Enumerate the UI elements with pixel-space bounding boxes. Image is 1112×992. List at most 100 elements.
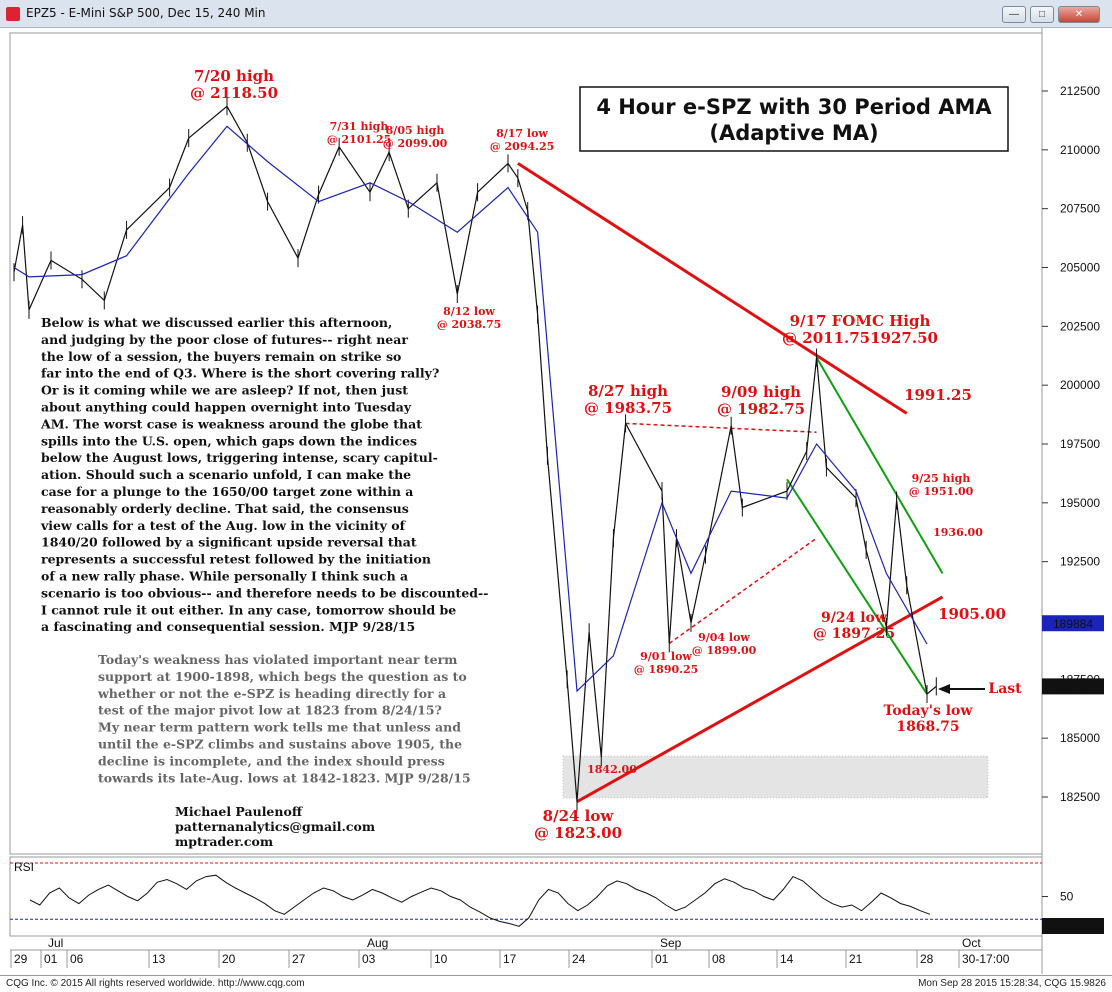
- annotation-label: 9/01 low: [640, 650, 692, 663]
- chart-subtitle: (Adaptive MA): [709, 121, 878, 145]
- y-tick-label: 197500: [1060, 437, 1100, 451]
- y-tick-label: 207500: [1060, 202, 1100, 216]
- commentary-line: AM. The worst case is weakness around th…: [40, 416, 422, 431]
- ama-line: [13, 125, 928, 693]
- commentary-line: spills into the U.S. open, which gaps do…: [41, 433, 417, 448]
- rsi-line: [29, 874, 931, 927]
- x-tick-label: 28: [920, 952, 934, 966]
- x-tick-label: 17: [503, 952, 517, 966]
- trendline-rising-support: [576, 595, 944, 804]
- dashed-pattern-line: [625, 422, 817, 433]
- commentary2-line: towards its late-Aug. lows at 1842-1823.…: [98, 770, 471, 785]
- commentary-line: case for a plunge to the 1650/00 target …: [41, 484, 413, 499]
- trendline-upper-channel: [815, 357, 944, 574]
- price-line: [13, 105, 937, 802]
- annotation-label: 9/09 high: [721, 383, 801, 401]
- x-month-label: Oct: [962, 936, 981, 950]
- x-tick-label: 30-17:00: [962, 952, 1010, 966]
- signature-line: Michael Paulenoff: [175, 804, 303, 819]
- x-month-label: Sep: [660, 936, 682, 950]
- title-box: [579, 86, 1009, 152]
- annotation-label: Last: [988, 681, 1022, 697]
- x-tick-label: 20: [222, 952, 236, 966]
- annotation-value: 1868.75: [896, 719, 959, 735]
- x-axis: Jul Aug Sep Oct 29 01 06 13 20 27 03 10 17 24 01 08 14 21…: [10, 935, 1042, 968]
- commentary-line: the low of a session, the buyers remain …: [41, 349, 401, 364]
- x-tick-label: 08: [712, 952, 726, 966]
- annotation-value: @ 2011.751927.50: [782, 329, 938, 347]
- y-tick-label: 212500: [1060, 84, 1100, 98]
- annotation-label: 1991.25: [904, 386, 972, 404]
- annotation-label: 8/17 low: [496, 127, 548, 140]
- annotation-value: @ 2118.50: [190, 84, 278, 102]
- y-tick-label: 182500: [1060, 790, 1100, 804]
- annotation-label: 8/27 high: [588, 382, 668, 400]
- y-tick-label: 202500: [1060, 319, 1100, 333]
- y-tick-label: 195000: [1060, 496, 1100, 510]
- commentary-line: far into the end of Q3. Where is the sho…: [41, 366, 439, 381]
- annotation-value: @ 1899.00: [692, 644, 757, 657]
- annotation-value: @ 2038.75: [437, 318, 502, 331]
- annotations: 7/20 high@ 2118.50 7/31 high@ 2101.258/05…: [190, 67, 1022, 842]
- annotation-value: @ 1983.75: [584, 399, 672, 417]
- x-tick-label: 13: [152, 952, 166, 966]
- trendline-lower-channel: [786, 478, 928, 695]
- ama-series: [13, 125, 928, 693]
- commentary-line: scenario is too obvious-- and therefore …: [41, 585, 488, 600]
- close-button[interactable]: ✕: [1058, 6, 1100, 23]
- price-series: [13, 97, 937, 811]
- x-month-label: Jul: [48, 936, 63, 950]
- x-tick-label: 29: [14, 952, 28, 966]
- x-tick-label: 10: [434, 952, 448, 966]
- signature-line: patternanalytics@gmail.com: [175, 819, 375, 834]
- annotation-value: @ 1897.25: [813, 626, 895, 642]
- commentary-line: represents a successful retest followed …: [41, 552, 431, 567]
- chart-title: 4 Hour e-SPZ with 30 Period AMA: [596, 95, 992, 119]
- annotation-label: 1905.00: [938, 605, 1006, 623]
- trendline-falling-resistance: [517, 162, 908, 415]
- price-label-text: 189884: [1053, 617, 1093, 631]
- x-tick-label: 27: [292, 952, 306, 966]
- commentary-line: Or is it coming while we are asleep? If …: [41, 383, 408, 398]
- signature-line: mptrader.com: [175, 834, 273, 849]
- commentary-line: about anything could happen overnight in…: [41, 400, 412, 415]
- trendlines: [517, 162, 944, 804]
- commentary-line: Below is what we discussed earlier this …: [41, 315, 392, 330]
- commentary-line: 1840/20 followed by a significant upside…: [41, 535, 417, 550]
- commentary2-line: until the e-SPZ climbs and sustains abov…: [98, 737, 462, 752]
- rsi-last-box: [1042, 918, 1104, 934]
- minimize-button[interactable]: —: [1002, 6, 1026, 23]
- rsi-tick-label: 50: [1060, 890, 1074, 904]
- price-label-box: [1042, 615, 1104, 632]
- x-month-label: Aug: [367, 936, 388, 950]
- last-arrow-head: [938, 684, 950, 694]
- price-chart: 212500 210000 207500 205000 202500 200000 1975…: [0, 28, 1112, 974]
- commentary2-line: support at 1900-1898, which begs the que…: [98, 669, 467, 684]
- rsi-last-value: 25.37: [1058, 919, 1088, 933]
- maximize-button[interactable]: □: [1030, 6, 1054, 23]
- x-tick-label: 24: [572, 952, 586, 966]
- commentary2-line: My near term pattern work tells me that …: [98, 720, 461, 735]
- rsi-panel: RSI 50 25.37: [10, 860, 1104, 934]
- x-tick-label: 01: [44, 952, 58, 966]
- window-titlebar: EPZ5 - E-Mini S&P 500, Dec 15, 240 Min —…: [0, 0, 1112, 28]
- window-title: EPZ5 - E-Mini S&P 500, Dec 15, 240 Min: [26, 6, 266, 20]
- support-zone: [562, 755, 989, 799]
- annotation-label: 9/17 FOMC High: [790, 312, 931, 330]
- commentary-line: ation. Should such a scenario unfold, I …: [41, 467, 411, 482]
- x-tick-label: 14: [780, 952, 794, 966]
- commentary2-line: test of the major pivot low at 1823 from…: [98, 703, 442, 718]
- y-tick-label: 210000: [1060, 143, 1100, 157]
- annotation-label: 7/20 high: [194, 67, 274, 85]
- annotation-label: 1842.00: [587, 763, 637, 776]
- annotation-label: Today's low: [884, 703, 974, 719]
- annotation-value: @ 1982.75: [717, 400, 805, 418]
- commentary: Below is what we discussed earlier this …: [40, 315, 488, 849]
- commentary2-line: Today's weakness has violated important …: [98, 652, 457, 667]
- x-tick-label: 21: [849, 952, 863, 966]
- footer-timestamp: Mon Sep 28 2015 15:28:34, CQG 15.9826: [918, 978, 1106, 989]
- annotation-value: @ 2099.00: [383, 137, 448, 150]
- annotation-label: 9/24 low: [821, 610, 888, 626]
- annotation-label: 9/04 low: [698, 631, 750, 644]
- commentary-line: reasonably orderly decline. That said, t…: [41, 501, 409, 516]
